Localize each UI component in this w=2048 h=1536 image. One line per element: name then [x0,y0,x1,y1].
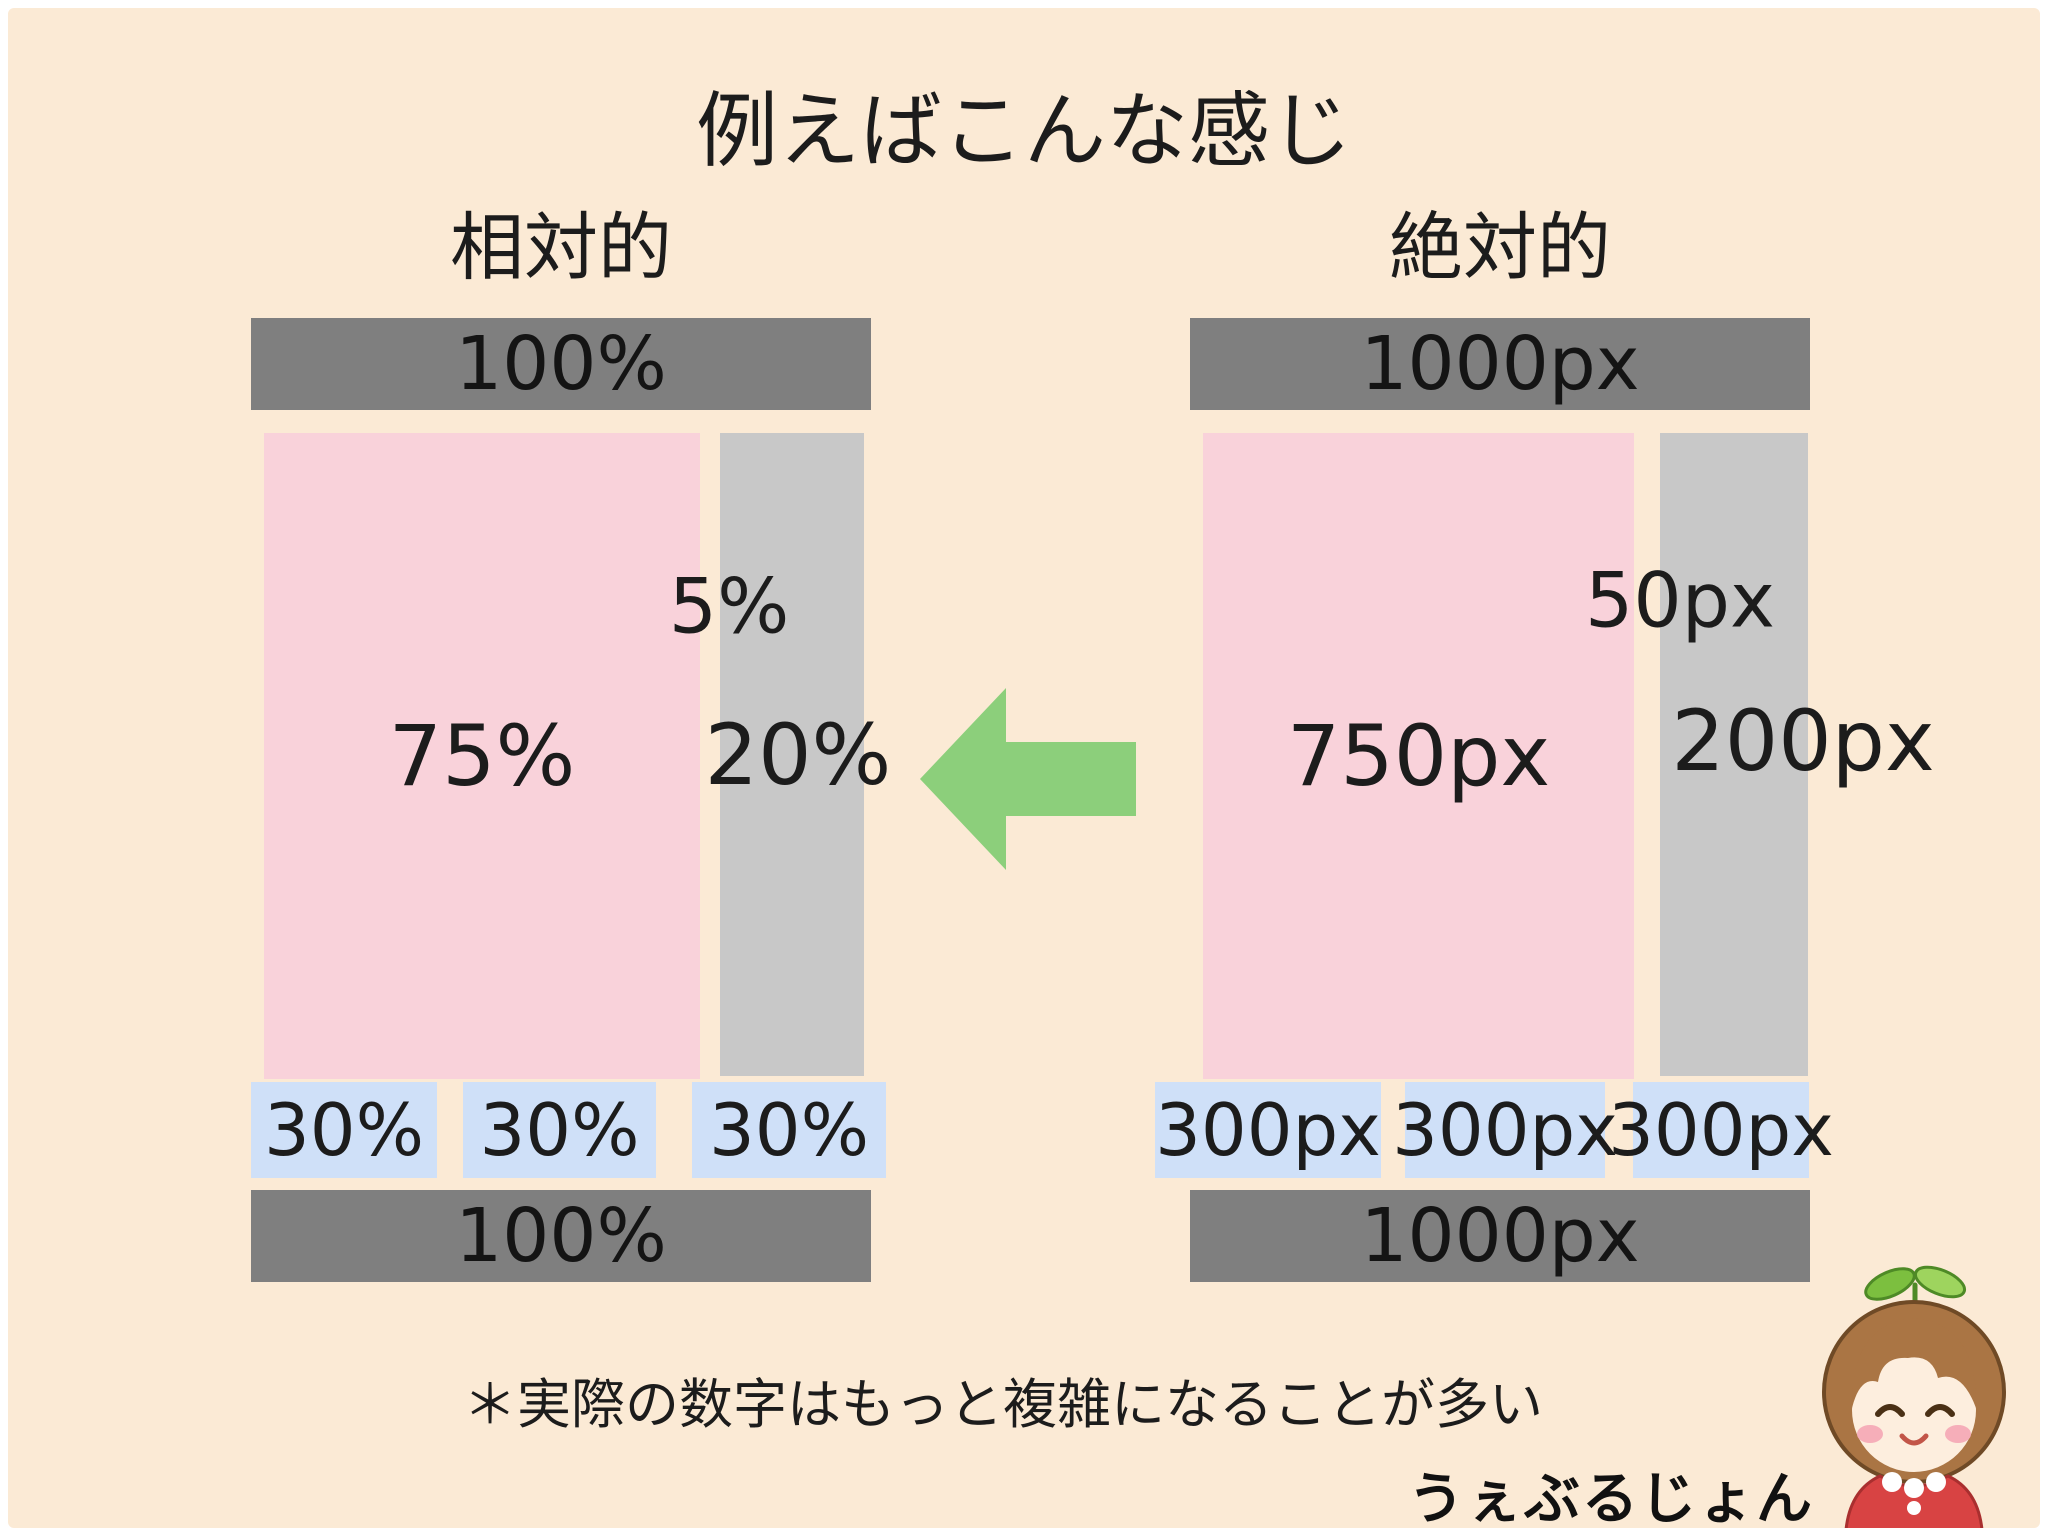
relative-bottom-box-2: 30% [463,1082,656,1178]
absolute-bottom-bar: 1000px [1190,1190,1810,1282]
relative-bottom-bar: 100% [251,1190,871,1282]
absolute-gap-label: 50px [1585,555,1775,645]
absolute-bottom-box-2: 300px [1392,1082,1618,1178]
relative-side-label: 20% [704,706,892,804]
absolute-top-bar: 1000px [1190,318,1810,410]
relative-side-box [720,433,864,1076]
brand-name: うぇぶるじょん [1408,1467,1814,1532]
sprout-icon [1864,1265,1967,1307]
relative-bottom-box-3: 30% [692,1082,886,1178]
absolute-side-box [1660,433,1808,1076]
slide-title: 例えばこんな感じ [695,84,1352,179]
absolute-heading: 絶対的 [1389,205,1611,291]
footnote: ＊実際の数字はもっと複雑になることが多い [463,1373,1543,1436]
arrow-left-icon [920,688,1136,870]
mascot-character [1822,1265,2006,1528]
relative-top-bar: 100% [251,318,871,410]
relative-gap-label: 5% [668,561,790,651]
relative-bottom-box-1: 30% [251,1082,437,1178]
absolute-bottom-box-3: 300px [1608,1082,1834,1178]
relative-main-box: 75% [264,433,700,1079]
absolute-bottom-box-1: 300px [1155,1082,1381,1178]
absolute-main-box: 750px [1203,433,1634,1079]
absolute-side-label: 200px [1671,692,1935,790]
relative-heading: 相対的 [450,205,672,291]
